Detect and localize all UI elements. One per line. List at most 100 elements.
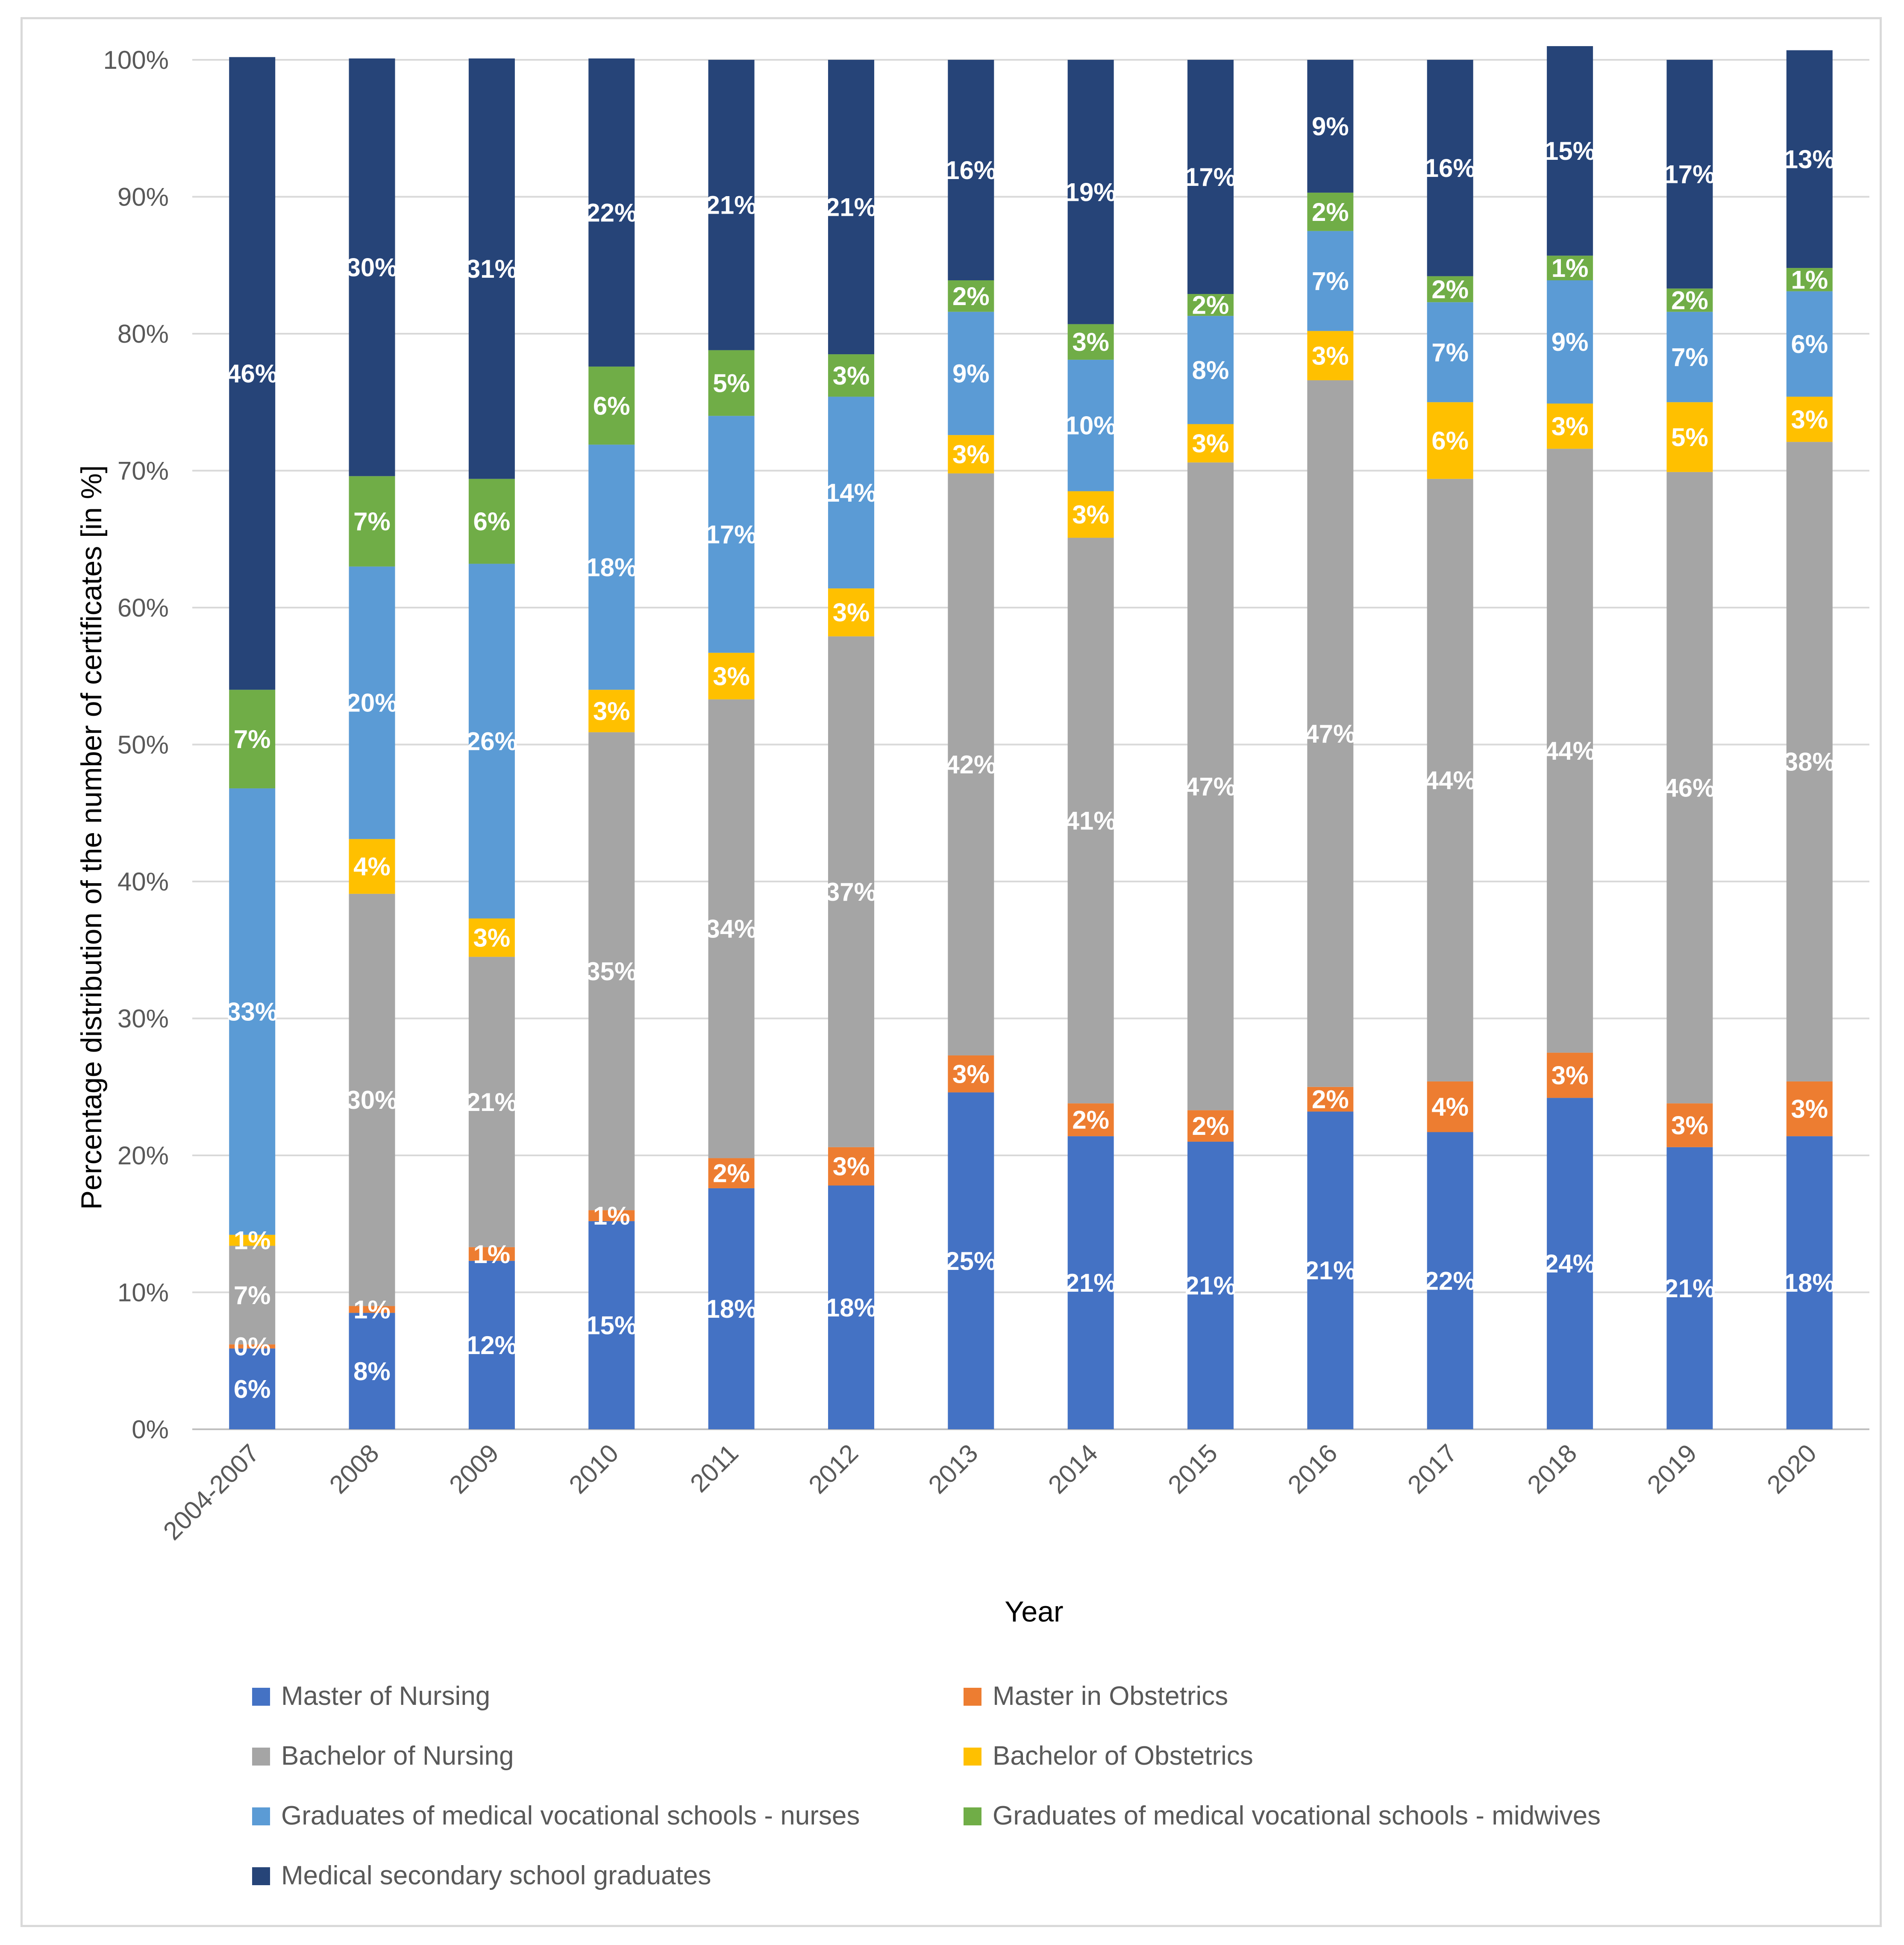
data-label: 3% [593, 697, 630, 726]
bar-segment [1666, 1103, 1713, 1147]
data-label: 3% [1671, 1111, 1708, 1140]
bar-segment [588, 1221, 635, 1429]
data-label: 21% [706, 191, 757, 220]
bar-segment [1666, 402, 1713, 472]
bar-segment [1427, 302, 1473, 403]
data-label: 2% [1671, 286, 1708, 314]
data-label: 0% [234, 1332, 271, 1361]
data-label: 1% [593, 1202, 630, 1230]
data-label: 3% [473, 923, 511, 952]
data-label: 30% [346, 1086, 397, 1114]
bar-segment [1547, 280, 1593, 404]
legend-label: Bachelor of Nursing [281, 1741, 514, 1771]
bar-segment [948, 473, 994, 1056]
bar-segment [468, 957, 515, 1247]
legend-swatch [252, 1867, 270, 1885]
data-label: 21% [1305, 1256, 1356, 1285]
data-label: 30% [346, 253, 397, 282]
data-label: 47% [1185, 772, 1236, 801]
bar-segment [1427, 402, 1473, 479]
bar-segment [1187, 294, 1234, 316]
bar-segment [1547, 1052, 1593, 1098]
legend-label: Master in Obstetrics [993, 1681, 1228, 1711]
bar-segment [1666, 1147, 1713, 1429]
data-label: 47% [1305, 720, 1356, 748]
legend-swatch [964, 1807, 981, 1825]
bar-segment [1067, 359, 1114, 491]
data-label: 46% [226, 359, 278, 388]
x-tick-label: 2018 [1522, 1439, 1583, 1499]
data-label: 3% [1192, 429, 1229, 458]
bar-segment [1187, 60, 1234, 294]
x-tick-label: 2020 [1761, 1439, 1822, 1499]
bar-segment [1067, 1136, 1114, 1429]
data-label: 10% [1065, 411, 1117, 440]
data-label: 46% [1664, 773, 1715, 802]
data-label: 18% [826, 1293, 877, 1322]
x-tick-label: 2013 [923, 1439, 984, 1499]
bar-segment [1067, 491, 1114, 538]
data-label: 3% [1312, 341, 1349, 370]
bar-segment [1427, 479, 1473, 1081]
bar-segment [708, 1158, 755, 1188]
x-tick-label: 2015 [1162, 1439, 1223, 1499]
bar-segment [948, 60, 994, 281]
data-label: 44% [1425, 766, 1476, 795]
data-label: 20% [346, 689, 397, 717]
bar-segment [349, 893, 395, 1306]
bar-segment [468, 564, 515, 919]
data-label: 21% [1664, 1274, 1715, 1303]
x-axis-ticks: 2004-2007 2008 2009 2010 2011 2012 2013 2014 201… [158, 1439, 1822, 1545]
bar-segment [588, 444, 635, 690]
data-label: 2% [1192, 291, 1229, 320]
data-label: 3% [1072, 500, 1109, 529]
bar-segment [588, 366, 635, 445]
data-label: 2% [1431, 275, 1469, 304]
data-label: 31% [466, 255, 517, 283]
bar-segment [1307, 60, 1354, 193]
bar-segment [588, 732, 635, 1210]
bar-segment [229, 690, 276, 789]
data-label: 2% [713, 1159, 750, 1188]
data-label: 9% [1551, 328, 1589, 356]
data-label: 3% [1791, 405, 1828, 434]
data-label: 12% [466, 1331, 517, 1360]
data-label: 15% [586, 1311, 637, 1340]
bar-segment [1666, 472, 1713, 1104]
bar-segment [708, 1188, 755, 1429]
bar-segment [828, 636, 874, 1147]
x-tick-label: 2017 [1402, 1439, 1463, 1499]
bar-segment [1427, 276, 1473, 303]
bar-segment [1547, 449, 1593, 1053]
data-label: 3% [833, 361, 870, 390]
data-label: 7% [1671, 343, 1708, 371]
bar-segment [828, 397, 874, 589]
data-label: 3% [952, 1060, 990, 1088]
data-label: 1% [473, 1240, 511, 1269]
data-label: 14% [826, 479, 877, 507]
y-tick-label: 30% [118, 1005, 169, 1033]
x-tick-label: 2010 [564, 1439, 624, 1499]
data-label: 2% [1312, 198, 1349, 226]
data-label: 38% [1784, 748, 1835, 776]
legend-label: Graduates of medical vocational schools … [993, 1801, 1601, 1830]
bar-segment [1666, 288, 1713, 312]
data-label: 5% [1671, 423, 1708, 452]
bar-segment [349, 566, 395, 839]
data-label: 3% [1551, 1061, 1589, 1090]
data-label: 16% [1425, 154, 1476, 182]
bar-segment [1666, 60, 1713, 289]
bar-segment [828, 1185, 874, 1429]
y-tick-label: 10% [118, 1278, 169, 1307]
bar-segment [1427, 1132, 1473, 1429]
bar-segment [1666, 311, 1713, 403]
bar-segment [708, 699, 755, 1158]
data-label: 35% [586, 957, 637, 986]
bar-segment [349, 1306, 395, 1313]
bar-segment [948, 435, 994, 473]
data-label: 4% [1431, 1093, 1469, 1121]
bar-segment [1547, 256, 1593, 281]
bar-segment [229, 788, 276, 1235]
bar-segment [828, 354, 874, 397]
bar-segment [708, 652, 755, 699]
